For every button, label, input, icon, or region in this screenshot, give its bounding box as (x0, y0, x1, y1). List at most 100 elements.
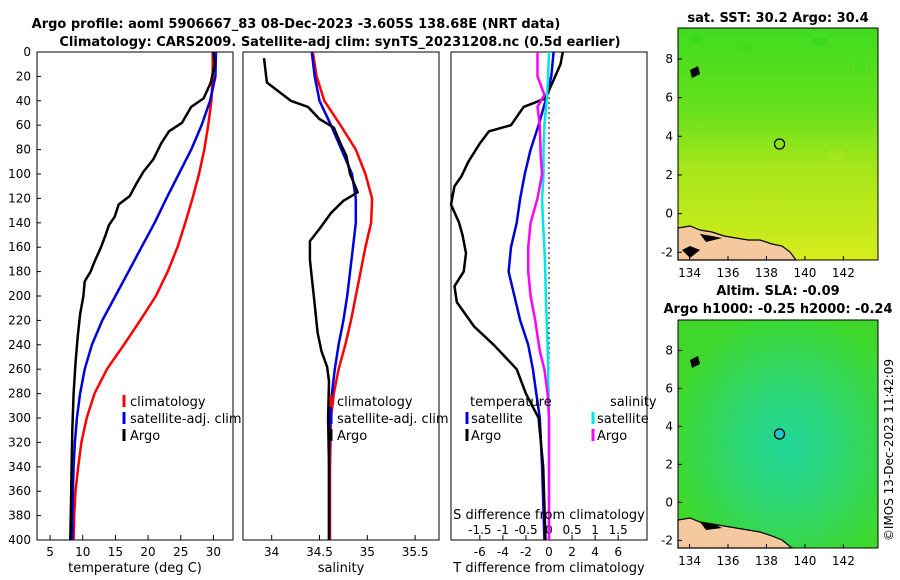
series-line-s-argo (526, 52, 551, 540)
depth-tick-label: 340 (8, 460, 31, 474)
series-line-t-argo (449, 51, 565, 541)
series-line-s-satellite (540, 51, 551, 540)
depth-tick-label: 260 (8, 362, 31, 376)
x-tick-label: -2 (520, 545, 532, 559)
x-tick-label: 2 (568, 545, 576, 559)
imos-timestamp: ©IMOS 13-Dec-2023 11:42:09 (882, 359, 896, 541)
depth-tick-label: 160 (8, 240, 31, 254)
x-tick-label: 35.5 (402, 545, 429, 559)
t-difference-tick-labels: -6 -4 -2 0 2 4 6 (474, 535, 622, 559)
series-line-argo (69, 51, 216, 541)
salinity-panel: 34 34.5 35 35.5 salinity climatology satell… (242, 51, 449, 576)
legend-salinity-title: salinity (610, 395, 657, 410)
x-tick-label: -6 (474, 545, 486, 559)
map-y-tick-label: 0 (665, 207, 673, 221)
map-x-tick-label: 140 (793, 554, 816, 568)
depth-tick-label: 0 (23, 45, 31, 59)
map-y-tick-label: 2 (665, 168, 673, 182)
difference-profiles (449, 51, 565, 541)
legend-argo-label: Argo (337, 429, 367, 444)
series-line-climatology (72, 52, 214, 541)
map-x-tick-label: 136 (717, 266, 740, 280)
map-x-tick-label: 134 (678, 266, 701, 280)
legend-climatology-label: climatology (130, 395, 206, 410)
difference-panel: -6 -4 -2 0 2 4 6 -1.5 -1 -0.5 0 0.5 1 1.5 S differen… (449, 51, 657, 576)
map-y-tick-label: 6 (665, 381, 673, 395)
temperature-xlabel: temperature (deg C) (68, 561, 202, 576)
land-new-guinea (677, 225, 798, 261)
map-x-tick-label: 140 (793, 266, 816, 280)
legend-s-satellite-label: satellite (597, 412, 649, 427)
depth-tick-label: 60 (16, 118, 31, 132)
map-x-tick-label: 142 (832, 266, 855, 280)
temperature-legend: climatology satellite-adj. clim Argo (122, 395, 242, 444)
legend-satellite-label: satellite-adj. clim (130, 412, 242, 427)
sla-map-frame (677, 319, 879, 549)
coast-detail (700, 522, 722, 530)
depth-tick-label: 80 (16, 143, 31, 157)
map-y-tick-label: 0 (665, 495, 673, 509)
sla-map-panel: Altim. SLA: -0.09 Argo h1000: -0.25 h200… (661, 284, 892, 568)
legend-t-satellite-label: satellite (471, 412, 523, 427)
x-tick-label: 4 (591, 545, 599, 559)
map-x-tick-label: 134 (678, 554, 701, 568)
sst-map-panel: sat. SST: 30.2 Argo: 30.4 134 136 138 140 14… (661, 11, 879, 280)
series-line-climatology (311, 51, 374, 540)
profile-location-marker (773, 428, 786, 440)
t-difference-xlabel: T difference from climatology (452, 561, 645, 576)
map-x-tick-label: 138 (755, 554, 778, 568)
x-tick-label: 0 (545, 545, 553, 559)
profile-location-marker (773, 138, 786, 150)
s-tick-label: -1.5 (468, 523, 491, 537)
x-tick-label: 30 (206, 545, 221, 559)
legend-s-argo-label: Argo (597, 429, 627, 444)
series-line-satellite-adj-clim (71, 51, 218, 540)
map-x-tick-label: 142 (832, 554, 855, 568)
s-tick-label: 1.5 (609, 523, 628, 537)
sst-map-title: sat. SST: 30.2 Argo: 30.4 (687, 11, 868, 26)
x-tick-label: 10 (75, 545, 90, 559)
depth-tick-label: 40 (16, 94, 31, 108)
x-tick-label: 6 (614, 545, 622, 559)
s-tick-label: -0.5 (514, 523, 537, 537)
map-y-tick-label: 4 (665, 129, 673, 143)
sla-map-title: Altim. SLA: -0.09 (716, 284, 839, 299)
difference-legend: temperature satellite Argo salinity sate… (465, 395, 657, 444)
map-y-tick-label: 2 (665, 457, 673, 471)
depth-tick-label: 120 (8, 191, 31, 205)
depth-tick-label: 200 (8, 289, 31, 303)
x-tick-label: 34 (264, 545, 279, 559)
depth-tick-label: 100 (8, 167, 31, 181)
depth-tick-label: 180 (8, 265, 31, 279)
sst-texture (690, 35, 865, 208)
map-y-tick-label: -2 (661, 533, 673, 547)
salinity-xlabel: salinity (318, 561, 365, 576)
coast-detail (700, 234, 722, 242)
series-line-argo (262, 57, 359, 540)
sst-map-ticks: 134 136 138 140 142 8 6 4 2 0 -2 (661, 52, 855, 280)
s-difference-tick-labels: -1.5 -1 -0.5 0 0.5 1 1.5 (468, 523, 628, 537)
sla-map-subtitle: Argo h1000: -0.25 h2000: -0.24 (663, 302, 892, 317)
map-y-tick-label: 8 (665, 343, 673, 357)
map-x-tick-label: 138 (755, 266, 778, 280)
depth-tick-label: 320 (8, 435, 31, 449)
x-tick-label: 35 (360, 545, 375, 559)
depth-tick-label: 280 (8, 387, 31, 401)
sst-map-frame (677, 27, 879, 261)
depth-tick-label: 140 (8, 216, 31, 230)
salinity-legend: climatology satellite-adj. clim Argo (329, 395, 449, 444)
figure-title-line2: Climatology: CARS2009. Satellite-adj cli… (59, 35, 620, 50)
depth-tick-labels: 0 20 40 60 80 100 120 140 160 180 200 220 240 260 280 3… (8, 45, 455, 547)
legend-temperature-title: temperature (470, 395, 552, 410)
temperature-axes-box (36, 51, 234, 541)
depth-tick-label: 300 (8, 411, 31, 425)
legend-climatology-label: climatology (337, 395, 413, 410)
x-tick-label: 34.5 (306, 545, 333, 559)
depth-tick-label: 360 (8, 484, 31, 498)
figure-title-line1: Argo profile: aoml 5906667_83 08-Dec-202… (32, 17, 561, 32)
x-tick-label: 20 (140, 545, 155, 559)
depth-tick-label: 240 (8, 338, 31, 352)
depth-tick-label: 220 (8, 313, 31, 327)
temperature-panel: 0 20 40 60 80 100 120 140 160 180 200 220 240 260 280 3… (8, 45, 455, 576)
